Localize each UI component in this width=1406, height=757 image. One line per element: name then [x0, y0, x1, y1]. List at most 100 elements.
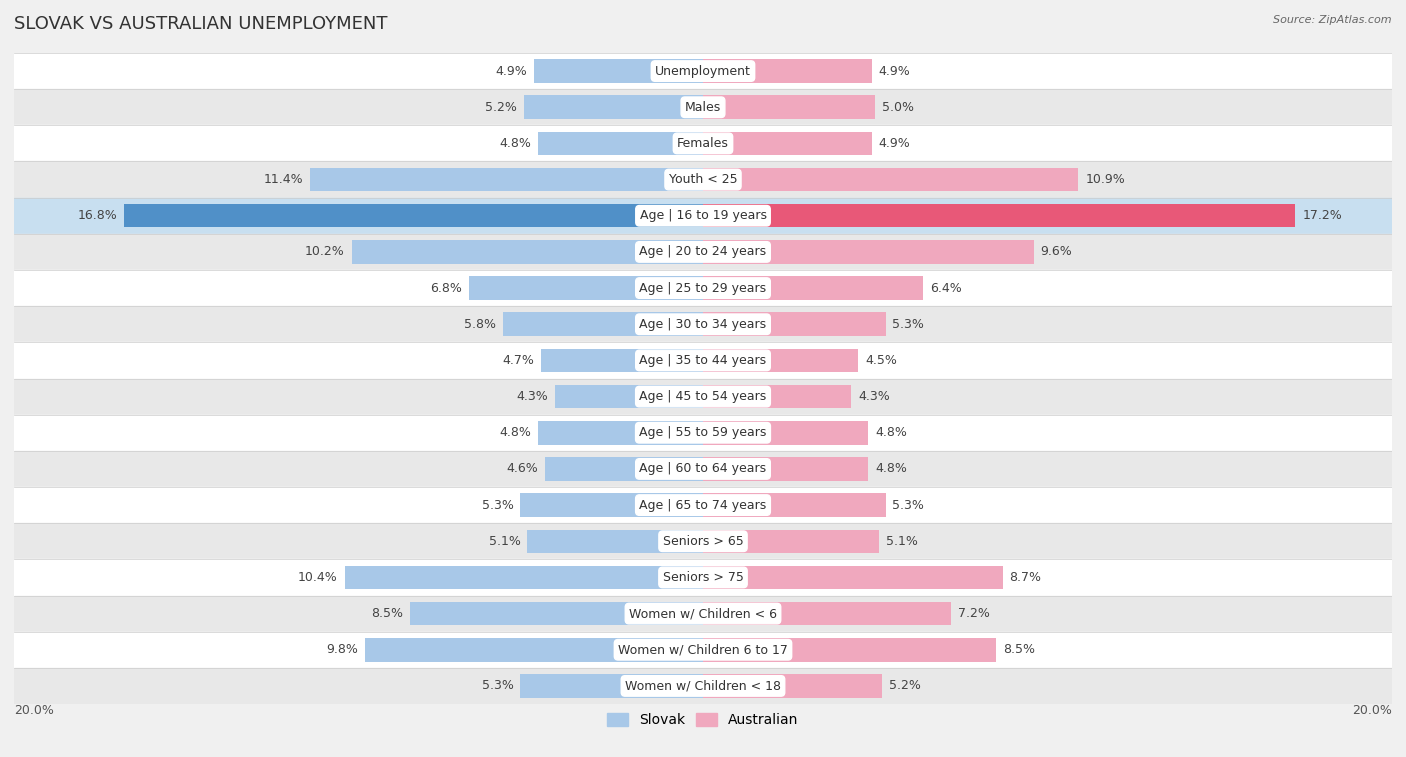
Text: 6.8%: 6.8%	[430, 282, 461, 294]
Bar	[14, 559, 1392, 596]
Text: 4.9%: 4.9%	[879, 64, 911, 77]
Bar	[468, 276, 703, 300]
Bar	[520, 494, 703, 517]
Bar	[703, 349, 858, 372]
Text: 5.3%: 5.3%	[482, 680, 513, 693]
Bar	[537, 421, 703, 444]
Text: 5.3%: 5.3%	[482, 499, 513, 512]
Text: Age | 60 to 64 years: Age | 60 to 64 years	[640, 463, 766, 475]
Text: 8.5%: 8.5%	[371, 607, 404, 620]
Text: Women w/ Children < 6: Women w/ Children < 6	[628, 607, 778, 620]
Text: Unemployment: Unemployment	[655, 64, 751, 77]
Bar	[14, 596, 1392, 631]
Bar	[703, 602, 950, 625]
Text: 4.8%: 4.8%	[875, 426, 907, 439]
Bar	[703, 132, 872, 155]
Text: Males: Males	[685, 101, 721, 114]
Bar	[366, 638, 703, 662]
Text: 4.9%: 4.9%	[495, 64, 527, 77]
Bar	[14, 306, 1392, 342]
Text: 5.2%: 5.2%	[485, 101, 517, 114]
Bar	[703, 421, 869, 444]
Bar	[352, 240, 703, 263]
Bar	[555, 385, 703, 408]
Bar	[527, 529, 703, 553]
Bar	[14, 89, 1392, 126]
Text: 4.9%: 4.9%	[879, 137, 911, 150]
Text: 4.8%: 4.8%	[499, 137, 531, 150]
Bar	[703, 168, 1078, 192]
Bar	[541, 349, 703, 372]
Text: Age | 45 to 54 years: Age | 45 to 54 years	[640, 390, 766, 403]
Text: 20.0%: 20.0%	[1353, 704, 1392, 717]
Bar	[14, 342, 1392, 378]
Bar	[14, 487, 1392, 523]
Bar	[520, 674, 703, 698]
Text: 11.4%: 11.4%	[264, 173, 304, 186]
Text: 5.8%: 5.8%	[464, 318, 496, 331]
Bar	[14, 53, 1392, 89]
Bar	[14, 668, 1392, 704]
Text: 5.2%: 5.2%	[889, 680, 921, 693]
Bar	[14, 198, 1392, 234]
Legend: Slovak, Australian: Slovak, Australian	[602, 708, 804, 733]
Text: 5.1%: 5.1%	[488, 534, 520, 548]
Text: Age | 25 to 29 years: Age | 25 to 29 years	[640, 282, 766, 294]
Bar	[703, 95, 875, 119]
Text: Source: ZipAtlas.com: Source: ZipAtlas.com	[1274, 15, 1392, 25]
Bar	[14, 631, 1392, 668]
Text: 4.5%: 4.5%	[865, 354, 897, 367]
Bar	[14, 270, 1392, 306]
Bar	[703, 529, 879, 553]
Text: 9.8%: 9.8%	[326, 643, 359, 656]
Text: 4.7%: 4.7%	[502, 354, 534, 367]
Text: Seniors > 75: Seniors > 75	[662, 571, 744, 584]
Bar	[344, 565, 703, 589]
Bar	[311, 168, 703, 192]
Text: 8.7%: 8.7%	[1010, 571, 1042, 584]
Bar	[524, 95, 703, 119]
Text: 20.0%: 20.0%	[14, 704, 53, 717]
Bar	[703, 674, 882, 698]
Text: Age | 35 to 44 years: Age | 35 to 44 years	[640, 354, 766, 367]
Text: 16.8%: 16.8%	[77, 209, 117, 223]
Text: 17.2%: 17.2%	[1302, 209, 1343, 223]
Text: Females: Females	[678, 137, 728, 150]
Bar	[703, 457, 869, 481]
Bar	[703, 565, 1002, 589]
Text: 9.6%: 9.6%	[1040, 245, 1073, 258]
Bar	[14, 523, 1392, 559]
Text: 7.2%: 7.2%	[957, 607, 990, 620]
Text: 10.2%: 10.2%	[305, 245, 344, 258]
Text: Age | 30 to 34 years: Age | 30 to 34 years	[640, 318, 766, 331]
Text: 4.8%: 4.8%	[875, 463, 907, 475]
Text: Age | 55 to 59 years: Age | 55 to 59 years	[640, 426, 766, 439]
Text: 4.3%: 4.3%	[516, 390, 548, 403]
Text: 10.9%: 10.9%	[1085, 173, 1125, 186]
Bar	[544, 457, 703, 481]
Bar	[703, 638, 995, 662]
Text: 10.4%: 10.4%	[298, 571, 337, 584]
Bar	[703, 276, 924, 300]
Text: Women w/ Children 6 to 17: Women w/ Children 6 to 17	[619, 643, 787, 656]
Bar	[703, 59, 872, 83]
Bar	[14, 161, 1392, 198]
Text: 4.6%: 4.6%	[506, 463, 537, 475]
Text: Age | 20 to 24 years: Age | 20 to 24 years	[640, 245, 766, 258]
Bar	[14, 415, 1392, 451]
Bar	[14, 126, 1392, 161]
Text: SLOVAK VS AUSTRALIAN UNEMPLOYMENT: SLOVAK VS AUSTRALIAN UNEMPLOYMENT	[14, 15, 388, 33]
Text: Seniors > 65: Seniors > 65	[662, 534, 744, 548]
Bar	[703, 494, 886, 517]
Bar	[503, 313, 703, 336]
Bar	[703, 204, 1295, 228]
Bar	[703, 240, 1033, 263]
Text: 5.1%: 5.1%	[886, 534, 918, 548]
Text: 4.8%: 4.8%	[499, 426, 531, 439]
Text: 4.3%: 4.3%	[858, 390, 890, 403]
Text: 5.3%: 5.3%	[893, 499, 924, 512]
Text: 8.5%: 8.5%	[1002, 643, 1035, 656]
Text: 6.4%: 6.4%	[931, 282, 962, 294]
Text: Age | 65 to 74 years: Age | 65 to 74 years	[640, 499, 766, 512]
Text: Age | 16 to 19 years: Age | 16 to 19 years	[640, 209, 766, 223]
